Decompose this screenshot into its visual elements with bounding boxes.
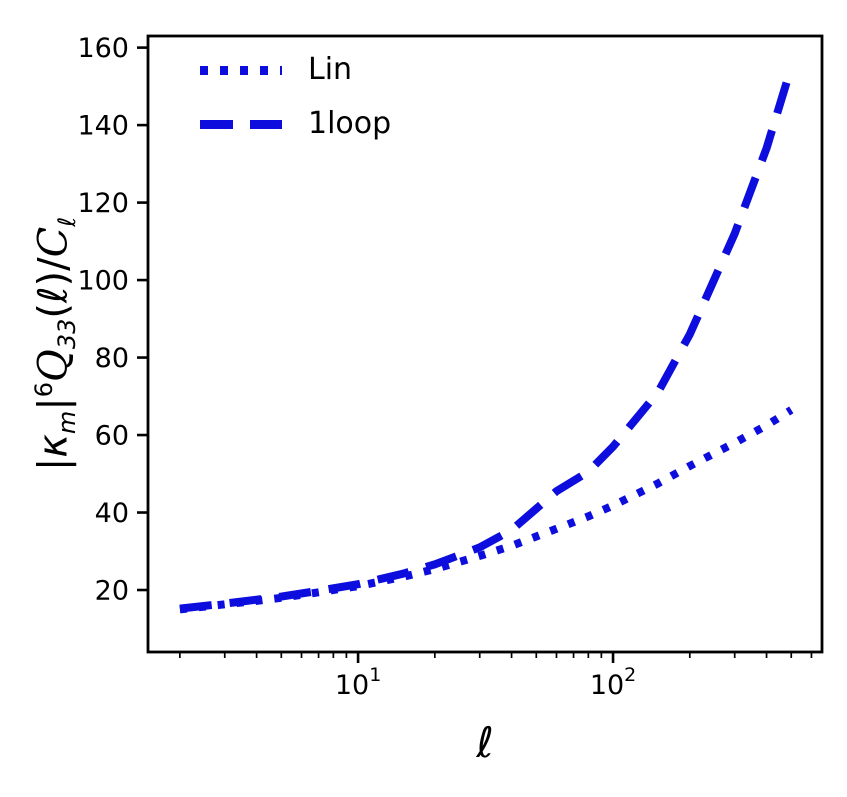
y-tick-label: 160 [77,33,129,64]
legend-item-lin: Lin [200,50,391,90]
y-axis-label-part: Q [30,349,77,382]
y-axis-label-part: | [30,397,77,411]
legend-item-1loop: 1loop [200,104,391,144]
y-axis-label-part: )/ [30,257,77,287]
y-tick-label: 80 [95,343,129,374]
y-axis-label-part: κ [30,434,77,458]
y-axis-label-part: ( [30,303,77,319]
series-line-lin [179,406,794,614]
y-tick-label: 120 [77,188,129,219]
y-axis-label-part: ℓ [30,286,77,303]
y-axis-label-part: C [30,226,77,258]
series-line-1loop [179,65,796,613]
x-tick-label: 101 [335,664,381,701]
y-axis-label-part: m [52,410,81,435]
legend-label: 1loop [308,106,392,141]
y-axis-label-part: | [30,457,77,472]
axes-spines [146,34,824,654]
y-axis-label-part: ℓ [52,216,81,227]
x-tick-label: 102 [590,664,636,701]
legend-label: Lin [308,52,353,87]
y-axis-label: |κm|6Q33(ℓ)/Cℓ [16,0,81,724]
y-axis-label-part: 33 [52,318,81,350]
legend-line-sample-dotted [200,65,282,75]
x-axis-label: ℓ [476,718,494,767]
y-tick-label: 140 [77,111,129,142]
y-tick-label: 100 [77,266,129,297]
y-tick-label: 40 [95,498,129,529]
y-tick-label: 20 [95,576,129,607]
legend: Lin 1loop [200,50,391,144]
y-axis-label-part: 6 [30,381,58,398]
legend-line-sample-dashed [200,119,282,129]
y-tick-label: 60 [95,421,129,452]
